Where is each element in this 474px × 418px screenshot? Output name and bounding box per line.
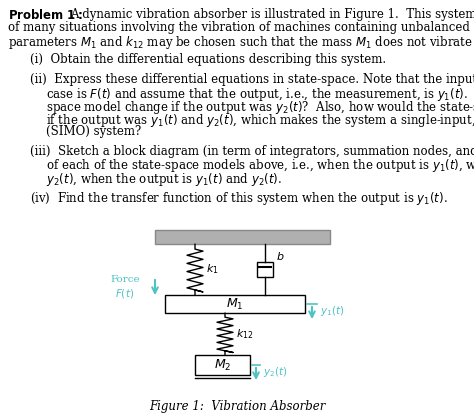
Bar bbox=[155, 230, 330, 244]
Text: case is $F(t)$ and assume that the output, i.e., the measurement, is $y_1(t)$.  : case is $F(t)$ and assume that the outpu… bbox=[46, 86, 474, 103]
Text: (i)  Obtain the differential equations describing this system.: (i) Obtain the differential equations de… bbox=[30, 54, 386, 66]
Text: space model change if the output was $y_2(t)$?  Also, how would the state-space : space model change if the output was $y_… bbox=[46, 99, 474, 116]
Text: Figure 1:  Vibration Absorber: Figure 1: Vibration Absorber bbox=[149, 400, 325, 413]
Text: if the output was $y_1(t)$ and $y_2(t)$, which makes the system a single-input, : if the output was $y_1(t)$ and $y_2(t)$,… bbox=[46, 112, 474, 129]
Text: $\mathbf{Problem\ 1:}$: $\mathbf{Problem\ 1:}$ bbox=[8, 8, 83, 22]
Text: (SIMO) system?: (SIMO) system? bbox=[46, 125, 141, 138]
Text: $k_1$: $k_1$ bbox=[206, 263, 219, 276]
Bar bbox=[195, 355, 250, 375]
Text: (iii)  Sketch a block diagram (in term of integrators, summation nodes, and mult: (iii) Sketch a block diagram (in term of… bbox=[30, 145, 474, 158]
Text: $M_2$: $M_2$ bbox=[214, 357, 231, 372]
Text: $y_1(t)$: $y_1(t)$ bbox=[320, 304, 345, 318]
Text: $M_1$: $M_1$ bbox=[226, 296, 244, 311]
Bar bbox=[257, 262, 273, 277]
Text: Force: Force bbox=[110, 275, 140, 284]
Text: of each of the state-space models above, i.e., when the output is $y_1(t)$, when: of each of the state-space models above,… bbox=[46, 158, 474, 174]
Text: $y_2(t)$: $y_2(t)$ bbox=[263, 365, 288, 379]
Text: $b$: $b$ bbox=[276, 250, 284, 262]
Text: $y_2(t)$, when the output is $y_1(t)$ and $y_2(t)$.: $y_2(t)$, when the output is $y_1(t)$ an… bbox=[46, 171, 282, 188]
Text: parameters $M_1$ and $k_{12}$ may be chosen such that the mass $M_1$ does not vi: parameters $M_1$ and $k_{12}$ may be cho… bbox=[8, 34, 474, 51]
Text: A dynamic vibration absorber is illustrated in Figure 1.  This system is a repre: A dynamic vibration absorber is illustra… bbox=[70, 8, 474, 21]
Text: of many situations involving the vibration of machines containing unbalanced com: of many situations involving the vibrati… bbox=[8, 21, 474, 34]
Bar bbox=[165, 295, 305, 313]
Text: $k_{12}$: $k_{12}$ bbox=[236, 327, 254, 341]
Text: $F(t)$: $F(t)$ bbox=[115, 287, 134, 300]
Text: (iv)  Find the transfer function of this system when the output is $y_1(t)$.: (iv) Find the transfer function of this … bbox=[30, 190, 448, 207]
Text: (ii)  Express these differential equations in state-space. Note that the input t: (ii) Express these differential equation… bbox=[30, 73, 474, 86]
